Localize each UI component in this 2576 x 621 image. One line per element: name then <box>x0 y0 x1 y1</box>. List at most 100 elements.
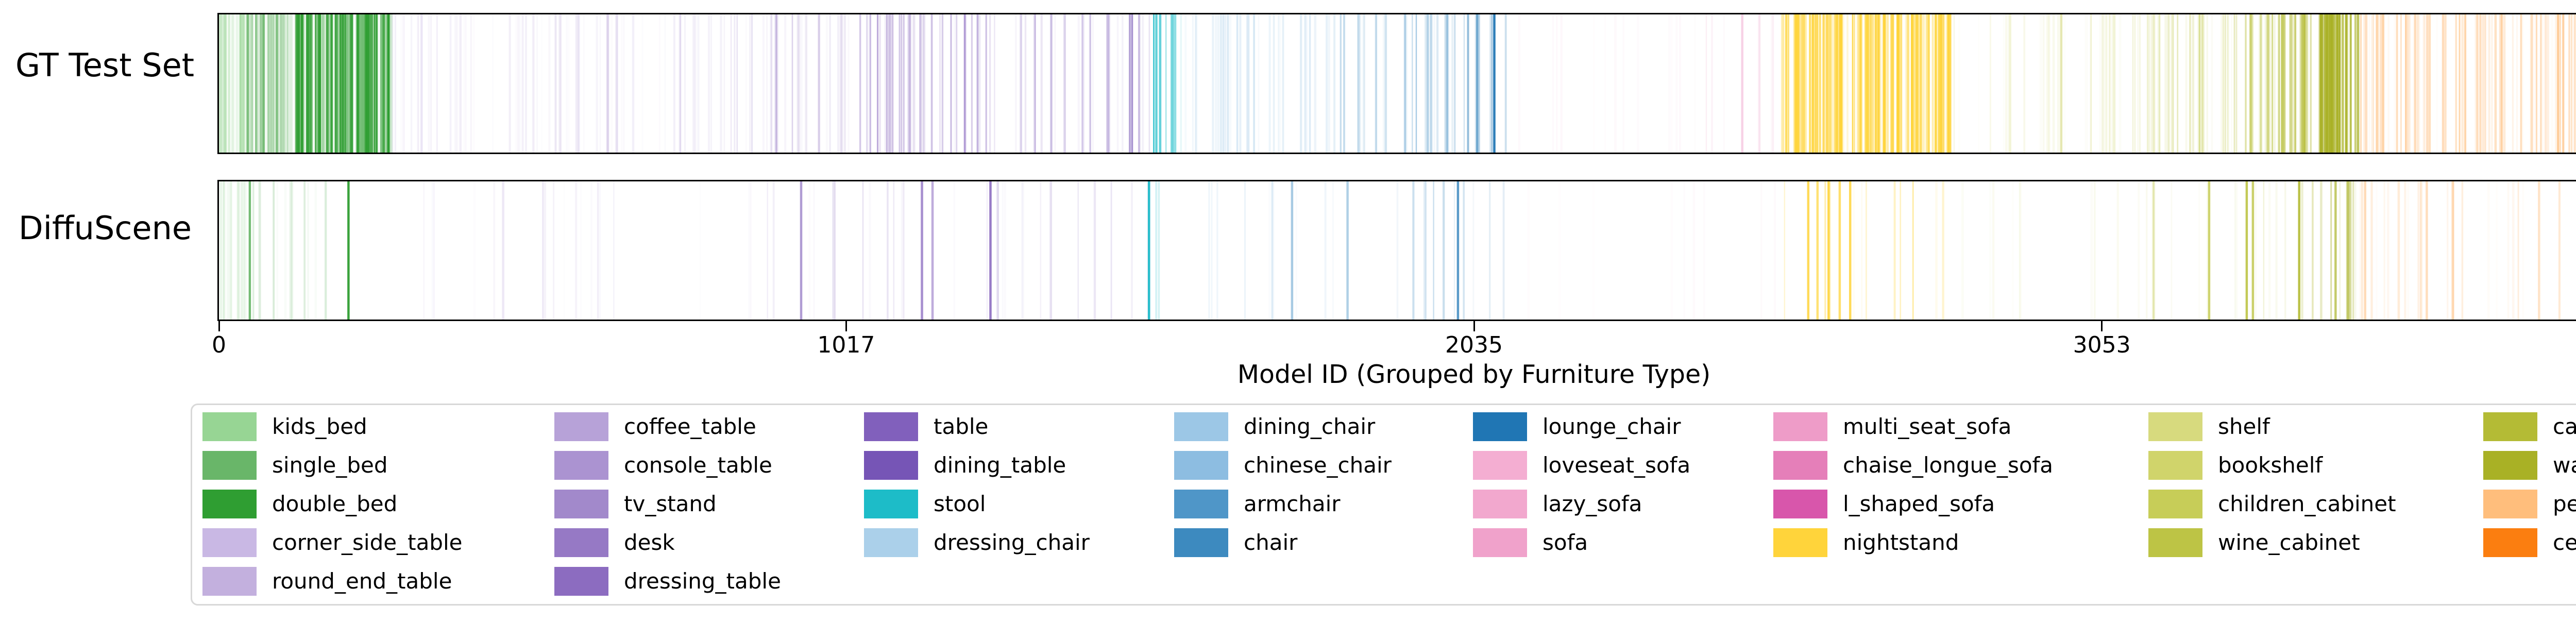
legend-label: sofa <box>1543 530 1588 555</box>
legend-label: bookshelf <box>2218 452 2323 478</box>
legend-swatch-multi_seat_sofa <box>1773 412 1827 441</box>
legend-swatch-pendant_lamp <box>2483 490 2537 518</box>
legend-swatch-tv_stand <box>554 490 608 518</box>
legend-label: stool <box>934 491 986 516</box>
legend-label: multi_seat_sofa <box>1843 414 2012 439</box>
legend: kids_bed single_bed double_bed corner_side_… <box>191 404 2576 606</box>
legend-item-console_table: console_table <box>554 451 781 480</box>
legend-label: wardrobe <box>2553 452 2576 478</box>
legend-label: chair <box>1244 530 1298 555</box>
legend-item-dressing_chair: dressing_chair <box>864 528 1090 557</box>
legend-swatch-console_table <box>554 451 608 480</box>
legend-item-double_bed: double_bed <box>202 490 462 518</box>
legend-label: round_end_table <box>272 568 452 594</box>
x-tick-label: 3053 <box>2073 332 2131 358</box>
legend-item-armchair: armchair <box>1174 490 1392 518</box>
legend-swatch-stool <box>864 490 918 518</box>
legend-item-shelf: shelf <box>2148 412 2396 441</box>
legend-swatch-dining_table <box>864 451 918 480</box>
legend-column: cabinet wardrobe pendant_lamp ceiling_lamp <box>2483 412 2576 557</box>
legend-swatch-lounge_chair <box>1473 412 1527 441</box>
legend-item-sofa: sofa <box>1473 528 1690 557</box>
legend-item-chinese_chair: chinese_chair <box>1174 451 1392 480</box>
legend-label: shelf <box>2218 414 2270 439</box>
legend-swatch-table <box>864 412 918 441</box>
legend-item-chaise_longue_sofa: chaise_longue_sofa <box>1773 451 2053 480</box>
legend-label: lazy_sofa <box>1543 491 1642 516</box>
legend-label: ceiling_lamp <box>2553 530 2576 555</box>
legend-swatch-chair <box>1174 528 1228 557</box>
legend-label: dressing_table <box>624 568 781 594</box>
legend-label: dining_chair <box>1244 414 1376 439</box>
legend-item-tv_stand: tv_stand <box>554 490 781 518</box>
legend-swatch-round_end_table <box>202 567 257 596</box>
gt-test-set-strip <box>217 13 2576 154</box>
legend-label: lounge_chair <box>1543 414 1681 439</box>
legend-swatch-single_bed <box>202 451 257 480</box>
legend-label: chinese_chair <box>1244 452 1392 478</box>
row-label-gt-test-set: GT Test Set <box>15 46 195 84</box>
legend-item-nightstand: nightstand <box>1773 528 2053 557</box>
legend-item-kids_bed: kids_bed <box>202 412 462 441</box>
legend-swatch-wine_cabinet <box>2148 528 2202 557</box>
legend-item-dressing_table: dressing_table <box>554 567 781 596</box>
legend-label: chaise_longue_sofa <box>1843 452 2054 478</box>
x-tick-mark <box>845 321 847 331</box>
legend-item-lazy_sofa: lazy_sofa <box>1473 490 1690 518</box>
legend-label: armchair <box>1244 491 1341 516</box>
legend-swatch-sofa <box>1473 528 1527 557</box>
legend-item-children_cabinet: children_cabinet <box>2148 490 2396 518</box>
legend-swatch-l_shaped_sofa <box>1773 490 1827 518</box>
diffuscene-strip <box>217 180 2576 321</box>
x-tick-label: 2035 <box>1445 332 1503 358</box>
legend-item-desk: desk <box>554 528 781 557</box>
x-tick-mark <box>1473 321 1475 331</box>
legend-label: coffee_table <box>624 414 756 439</box>
legend-swatch-dining_chair <box>1174 412 1228 441</box>
legend-item-cabinet: cabinet <box>2483 412 2576 441</box>
legend-item-coffee_table: coffee_table <box>554 412 781 441</box>
x-tick-label: 1017 <box>817 332 875 358</box>
legend-swatch-armchair <box>1174 490 1228 518</box>
legend-swatch-lazy_sofa <box>1473 490 1527 518</box>
legend-label: table <box>934 414 989 439</box>
legend-item-wardrobe: wardrobe <box>2483 451 2576 480</box>
legend-item-l_shaped_sofa: l_shaped_sofa <box>1773 490 2053 518</box>
legend-label: pendant_lamp <box>2553 491 2576 516</box>
legend-swatch-corner_side_table <box>202 528 257 557</box>
legend-swatch-dressing_chair <box>864 528 918 557</box>
legend-swatch-cabinet <box>2483 412 2537 441</box>
legend-label: wine_cabinet <box>2218 530 2360 555</box>
legend-item-loveseat_sofa: loveseat_sofa <box>1473 451 1690 480</box>
legend-label: dining_table <box>934 452 1066 478</box>
x-tick-label: 0 <box>212 332 226 358</box>
legend-item-single_bed: single_bed <box>202 451 462 480</box>
legend-label: loveseat_sofa <box>1543 452 1691 478</box>
legend-label: tv_stand <box>624 491 717 516</box>
legend-swatch-shelf <box>2148 412 2202 441</box>
legend-label: desk <box>624 530 675 555</box>
legend-swatch-desk <box>554 528 608 557</box>
legend-item-multi_seat_sofa: multi_seat_sofa <box>1773 412 2053 441</box>
legend-label: console_table <box>624 452 772 478</box>
legend-label: cabinet <box>2553 414 2576 439</box>
legend-item-pendant_lamp: pendant_lamp <box>2483 490 2576 518</box>
legend-swatch-chaise_longue_sofa <box>1773 451 1827 480</box>
legend-swatch-bookshelf <box>2148 451 2202 480</box>
legend-label: corner_side_table <box>272 530 463 555</box>
legend-swatch-loveseat_sofa <box>1473 451 1527 480</box>
legend-swatch-ceiling_lamp <box>2483 528 2537 557</box>
legend-item-table: table <box>864 412 1090 441</box>
legend-label: children_cabinet <box>2218 491 2396 516</box>
legend-item-corner_side_table: corner_side_table <box>202 528 462 557</box>
legend-column: multi_seat_sofa chaise_longue_sofa l_shape… <box>1773 412 2053 557</box>
legend-item-lounge_chair: lounge_chair <box>1473 412 1690 441</box>
legend-label: l_shaped_sofa <box>1843 491 1995 516</box>
x-tick-mark <box>218 321 220 331</box>
x-axis-title: Model ID (Grouped by Furniture Type) <box>1237 360 1711 389</box>
legend-swatch-children_cabinet <box>2148 490 2202 518</box>
diffuscene-barcode <box>219 181 2561 320</box>
x-tick-mark <box>2101 321 2103 331</box>
